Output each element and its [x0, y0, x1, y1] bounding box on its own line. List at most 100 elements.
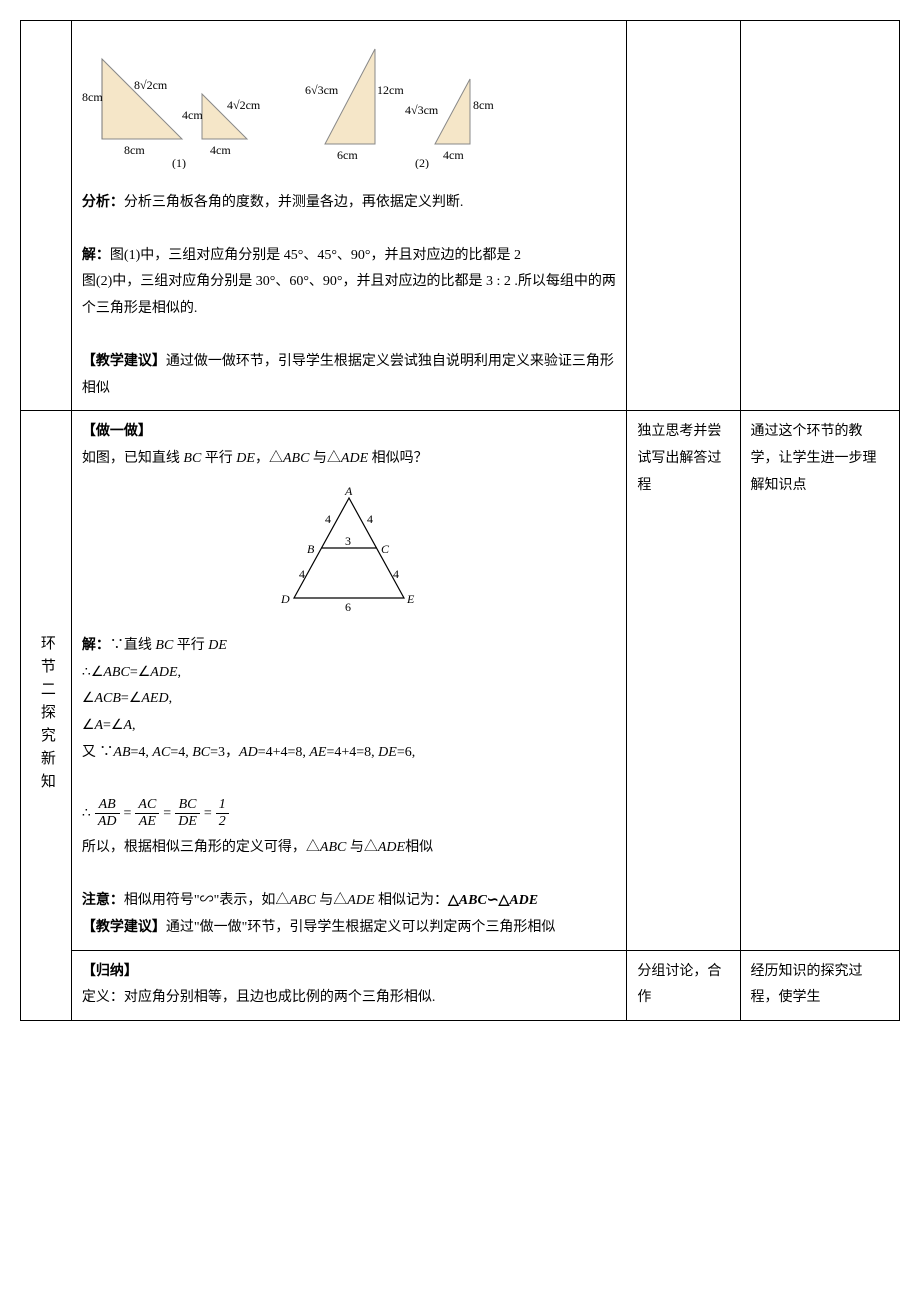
den-de: DE — [175, 814, 200, 831]
page-container: 8cm 8√2cm 8cm 4√2cm 4cm 4cm — [20, 20, 900, 1021]
num-ac: AC — [135, 797, 159, 815]
pt-E: E — [406, 592, 415, 606]
solution-para: 解：图(1)中，三组对应角分别是 45°、45°、90°，并且对应边的比都是 2 — [82, 243, 616, 270]
den-2: 2 — [216, 814, 229, 831]
len-de: 6 — [345, 600, 351, 613]
den-ae: AE — [135, 814, 159, 831]
sol-l1: ∵直线 BC 平行 DE — [110, 638, 227, 653]
fraction-equation: ∴ AB AD = AC AE = BC DE — [82, 797, 616, 832]
triangles-30-svg: 6√3cm 12cm 6cm 4√3cm 8cm 4cm — [305, 39, 515, 169]
suggestion-label-1: 【教学建议】 — [82, 354, 166, 369]
section-cell-1 — [21, 21, 72, 411]
sol-l4: ∠A=∠A, — [82, 713, 616, 740]
triangles-45-svg: 8cm 8√2cm 8cm 4√2cm 4cm 4cm — [82, 39, 282, 169]
summary-text: 定义：对应角分别相等，且边也成比例的两个三角形相似. — [82, 985, 616, 1012]
activity-cell-2: 独立思考并尝试写出解答过程 — [627, 411, 740, 950]
sm1-vside: 4cm — [182, 108, 203, 122]
lesson-table: 8cm 8√2cm 8cm 4√2cm 4cm 4cm — [20, 20, 900, 1021]
activity-text-3: 分组讨论，合作 — [637, 964, 721, 1006]
activity-cell-1 — [627, 21, 740, 411]
pt-D: D — [280, 592, 290, 606]
eq-2: = — [163, 801, 171, 828]
num-ab: AB — [95, 797, 120, 815]
note-para: 注意：相似用符号"∽"表示，如△ABC 与△ADE 相似记为：△ABC∽△ADE — [82, 888, 616, 915]
len-bc: 3 — [345, 534, 351, 548]
big1-hyp: 8√2cm — [134, 78, 168, 92]
analysis-para: 分析：分析三角板各角的度数，并测量各边，再依据定义判断. — [82, 190, 616, 217]
sm2-left: 4√3cm — [405, 103, 439, 117]
table-row: 8cm 8√2cm 8cm 4√2cm 4cm 4cm — [21, 21, 900, 411]
summary-label: 【归纳】 — [82, 959, 616, 986]
len-ce: 4 — [393, 567, 399, 581]
analysis-text: 分析三角板各角的度数，并测量各边，再依据定义判断. — [124, 195, 464, 210]
goal-text-2: 通过这个环节的教学，让学生进一步理解知识点 — [751, 424, 877, 492]
frac-2: AC AE — [135, 797, 159, 832]
sm1-hyp: 4√2cm — [227, 98, 261, 112]
pt-C: C — [381, 542, 390, 556]
content-cell-3: 【归纳】 定义：对应角分别相等，且边也成比例的两个三角形相似. — [71, 950, 626, 1020]
big-triangle-2: 6√3cm 12cm 6cm — [305, 49, 404, 162]
den-ad: AD — [95, 814, 120, 831]
diagram2-label: (2) — [415, 156, 429, 169]
sol-l2: ∴∠ABC=∠ADE, — [82, 660, 616, 687]
table-row: 环节二探究新知 【做一做】 如图，已知直线 BC 平行 DE，△ABC 与△AD… — [21, 411, 900, 950]
note-label: 注意： — [82, 893, 124, 908]
table-row: 【归纳】 定义：对应角分别相等，且边也成比例的两个三角形相似. 分组讨论，合作 … — [21, 950, 900, 1020]
diagram1-label: (1) — [172, 156, 186, 169]
sol-l5: 又 ∵AB=4, AC=4, BC=3，AD=4+4=8, AE=4+4=8, … — [82, 740, 616, 767]
big2-left: 6√3cm — [305, 83, 339, 97]
solution-label: 解： — [82, 248, 110, 263]
section-cell-2: 环节二探究新知 — [21, 411, 72, 1021]
sol-line-0: 解：∵直线 BC 平行 DE — [82, 633, 616, 660]
pt-A: A — [344, 484, 353, 498]
content-cell-1: 8cm 8√2cm 8cm 4√2cm 4cm 4cm — [71, 21, 626, 411]
small-triangle-1: 4√2cm 4cm 4cm — [182, 94, 261, 157]
big1-vside: 8cm — [82, 90, 103, 104]
triangle-group-2: 6√3cm 12cm 6cm 4√3cm 8cm 4cm — [305, 39, 515, 180]
frac-1: AB AD — [95, 797, 120, 832]
len-ab: 4 — [325, 512, 331, 526]
do-prompt: 如图，已知直线 BC 平行 DE，△ABC 与△ADE 相似吗？ — [82, 446, 616, 473]
small-triangle-2: 4√3cm 8cm 4cm — [405, 79, 494, 162]
section-label: 环节二探究新知 — [39, 635, 55, 796]
triangle-group-1: 8cm 8√2cm 8cm 4√2cm 4cm 4cm — [82, 39, 282, 180]
sol-l3: ∠ACB=∠AED, — [82, 686, 616, 713]
big2-hyp: 12cm — [377, 83, 404, 97]
goal-cell-3: 经历知识的探究过程，使学生 — [740, 950, 899, 1020]
activity-cell-3: 分组讨论，合作 — [627, 950, 740, 1020]
solution-l2: 图(2)中，三组对应角分别是 30°、60°、90°，并且对应边的比都是 3 :… — [82, 269, 616, 322]
suggestion-para-1: 【教学建议】通过做一做环节，引导学生根据定义尝试独自说明利用定义来验证三角形相似 — [82, 349, 616, 402]
big1-hside: 8cm — [124, 143, 145, 157]
suggestion-text-2: 通过"做一做"环节，引导学生根据定义可以判定两个三角形相似 — [166, 920, 555, 935]
solution-l1: 图(1)中，三组对应角分别是 45°、45°、90°，并且对应边的比都是 2 — [110, 248, 521, 263]
num-bc: BC — [175, 797, 200, 815]
sm2-hyp: 8cm — [473, 98, 494, 112]
goal-text-3: 经历知识的探究过程，使学生 — [751, 964, 863, 1006]
big-triangle-1: 8cm 8√2cm 8cm — [82, 59, 182, 157]
do-label: 【做一做】 — [82, 419, 616, 446]
eq-3: = — [204, 801, 212, 828]
len-ac: 4 — [367, 512, 373, 526]
triangle-ade-svg: A B C D E 4 4 3 4 4 6 — [259, 483, 439, 613]
sol-label: 解： — [82, 638, 110, 653]
frac-4: 1 2 — [216, 797, 229, 832]
therefore-sym: ∴ — [82, 801, 91, 828]
suggestion-label-2: 【教学建议】 — [82, 920, 166, 935]
len-bd: 4 — [299, 567, 305, 581]
goal-cell-2: 通过这个环节的教学，让学生进一步理解知识点 — [740, 411, 899, 950]
content-cell-2: 【做一做】 如图，已知直线 BC 平行 DE，△ABC 与△ADE 相似吗？ A… — [71, 411, 626, 950]
suggestion-para-2: 【教学建议】通过"做一做"环节，引导学生根据定义可以判定两个三角形相似 — [82, 915, 616, 942]
analysis-label: 分析： — [82, 195, 124, 210]
pt-B: B — [307, 542, 315, 556]
num-1: 1 — [216, 797, 229, 815]
sm2-bottom: 4cm — [443, 148, 464, 162]
triangle-figure: A B C D E 4 4 3 4 4 6 — [82, 473, 616, 634]
goal-cell-1 — [740, 21, 899, 411]
eq-1: = — [124, 801, 132, 828]
diagram-pair-1: 8cm 8√2cm 8cm 4√2cm 4cm 4cm — [82, 29, 616, 190]
big2-bottom: 6cm — [337, 148, 358, 162]
activity-text-2: 独立思考并尝试写出解答过程 — [637, 424, 721, 492]
sm1-hside: 4cm — [210, 143, 231, 157]
sol-l7: 所以，根据相似三角形的定义可得，△ABC 与△ADE相似 — [82, 835, 616, 862]
frac-3: BC DE — [175, 797, 200, 832]
